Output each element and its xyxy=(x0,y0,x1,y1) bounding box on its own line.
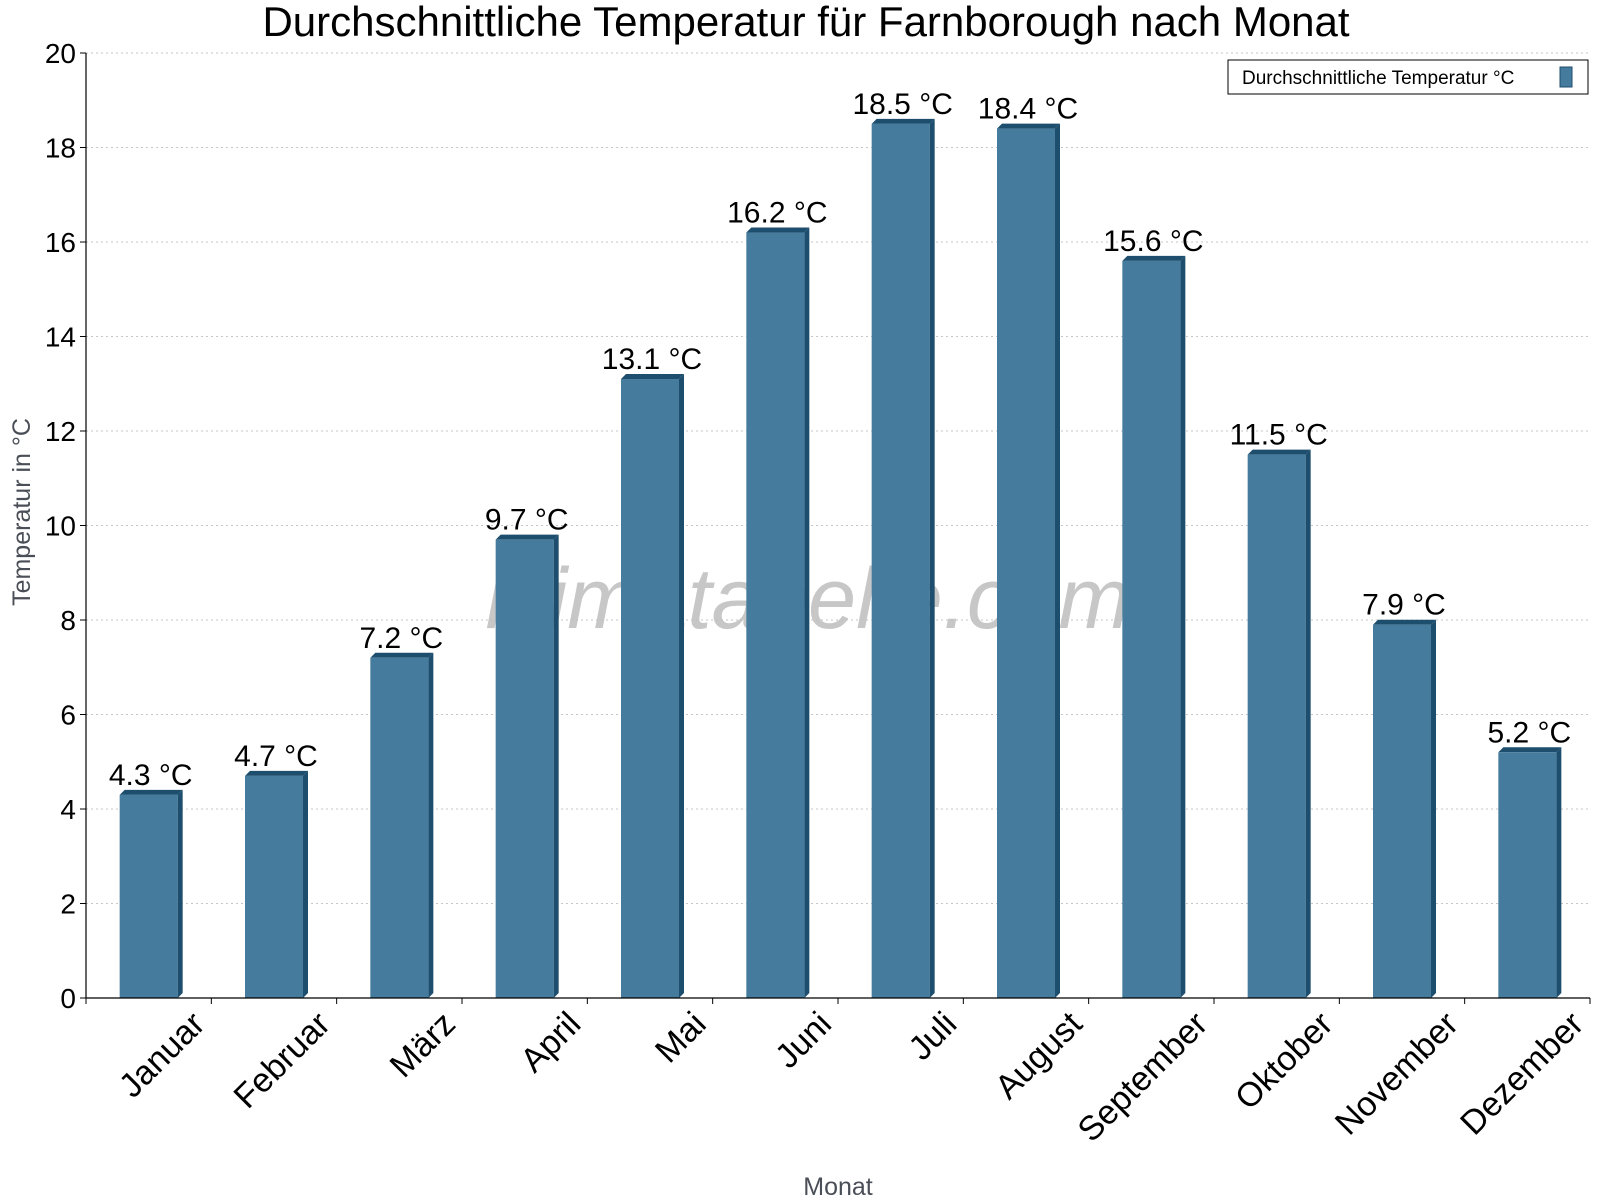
y-tick-label: 16 xyxy=(45,227,76,258)
bar-side xyxy=(929,118,935,998)
y-tick-label: 2 xyxy=(60,889,76,920)
bar-top xyxy=(1122,255,1186,261)
data-label: 15.6 °C xyxy=(1103,225,1203,258)
data-label: 18.4 °C xyxy=(978,93,1078,126)
data-label: 4.3 °C xyxy=(109,759,193,792)
data-label: 11.5 °C xyxy=(1230,419,1328,452)
bar-top xyxy=(997,123,1060,129)
bar xyxy=(1247,449,1311,998)
bar-face xyxy=(245,775,303,998)
bar-top xyxy=(1247,449,1311,455)
data-label: 18.5 °C xyxy=(852,88,952,121)
data-label: 7.9 °C xyxy=(1362,589,1446,622)
legend-label: Durchschnittliche Temperatur °C xyxy=(1242,68,1514,89)
bar xyxy=(245,770,308,998)
x-axis-ticks: Januar Februar März April Mai Juni Juli AugustS… xyxy=(85,998,1591,1149)
x-tick-label: Januar xyxy=(112,1005,212,1105)
bar xyxy=(997,123,1060,999)
bar-side xyxy=(303,770,308,998)
bar-face xyxy=(119,794,178,998)
y-tick-label: 10 xyxy=(45,511,76,542)
bar-top xyxy=(245,770,308,776)
data-label: 7.2 °C xyxy=(359,622,443,655)
bar-top xyxy=(746,227,810,233)
y-axis-title: Temperatur in °C xyxy=(8,418,36,606)
bar xyxy=(871,118,935,998)
bar-side xyxy=(428,652,434,998)
bar-side xyxy=(1305,449,1311,998)
data-label: 5.2 °C xyxy=(1487,716,1571,749)
bar xyxy=(370,652,434,998)
bar-side xyxy=(1431,619,1436,998)
y-axis-ticks: 0 2 4 6 8 10 12 14 16 18 20 xyxy=(45,38,86,1014)
bar-face xyxy=(1498,752,1557,998)
y-tick-label: 18 xyxy=(45,133,76,164)
bar-face xyxy=(1122,260,1181,998)
chart-title: Durchschnittliche Temperatur für Farnbor… xyxy=(262,0,1349,45)
bar-top xyxy=(1498,747,1562,753)
y-tick-label: 0 xyxy=(60,983,76,1014)
legend: Durchschnittliche Temperatur °C xyxy=(1227,59,1589,95)
bar xyxy=(1122,255,1186,998)
bar xyxy=(1373,619,1436,998)
x-tick-label: Mai xyxy=(648,1005,714,1071)
bar-top xyxy=(370,652,434,658)
x-tick-label: Juni xyxy=(768,1005,839,1076)
x-tick-label: September xyxy=(1071,1005,1215,1149)
bar-face xyxy=(746,232,805,999)
data-label: 13.1 °C xyxy=(602,343,702,376)
x-tick-label: Februar xyxy=(227,1005,338,1116)
x-tick-label: August xyxy=(988,1004,1090,1106)
bar-top xyxy=(871,118,935,124)
y-tick-label: 8 xyxy=(60,605,76,636)
grid-lines xyxy=(86,52,1590,904)
x-tick-label: März xyxy=(383,1005,463,1085)
bar-side xyxy=(1180,255,1186,998)
bar-side xyxy=(177,789,183,998)
data-label: 16.2 °C xyxy=(727,197,827,230)
data-label: 9.7 °C xyxy=(485,504,569,537)
x-tick-label: Oktober xyxy=(1228,1005,1340,1117)
data-labels: 4.3 °C 4.7 °C 7.2 °C 9.7 °C 13.1 °C 16.2 °C 18… xyxy=(109,88,1571,792)
x-tick-label: November xyxy=(1328,1005,1466,1143)
bar-face xyxy=(370,657,429,998)
bar-face xyxy=(1247,454,1306,998)
bar-face xyxy=(1373,624,1431,998)
legend-swatch xyxy=(1559,66,1573,88)
bar-side xyxy=(679,374,684,998)
y-tick-label: 14 xyxy=(45,322,76,353)
bar xyxy=(746,227,810,999)
bar-face xyxy=(997,128,1055,999)
bar xyxy=(495,534,559,998)
bar-series xyxy=(119,118,1562,999)
x-tick-label: Juli xyxy=(901,1005,964,1068)
bar-top xyxy=(1373,619,1436,625)
bar-top xyxy=(495,534,559,540)
bar-face xyxy=(871,123,930,998)
bar xyxy=(119,789,183,998)
bar-top xyxy=(621,374,684,380)
bar-top xyxy=(119,789,183,795)
x-tick-label: Dezember xyxy=(1453,1005,1591,1143)
y-tick-label: 12 xyxy=(45,416,76,447)
bar-side xyxy=(553,534,559,998)
x-axis-title: Monat xyxy=(803,1173,873,1200)
bar-side xyxy=(1055,123,1060,999)
bar-side xyxy=(804,227,810,999)
bar xyxy=(621,374,684,998)
legend-box xyxy=(1227,59,1589,95)
y-tick-label: 4 xyxy=(60,794,76,825)
x-tick-label: April xyxy=(513,1005,588,1080)
y-tick-label: 20 xyxy=(45,38,76,69)
data-label: 4.7 °C xyxy=(234,740,318,773)
y-tick-label: 6 xyxy=(60,700,76,731)
bar xyxy=(1498,747,1562,998)
bar-side xyxy=(1556,747,1562,998)
bar-face xyxy=(495,539,554,998)
bar-face xyxy=(621,379,679,998)
